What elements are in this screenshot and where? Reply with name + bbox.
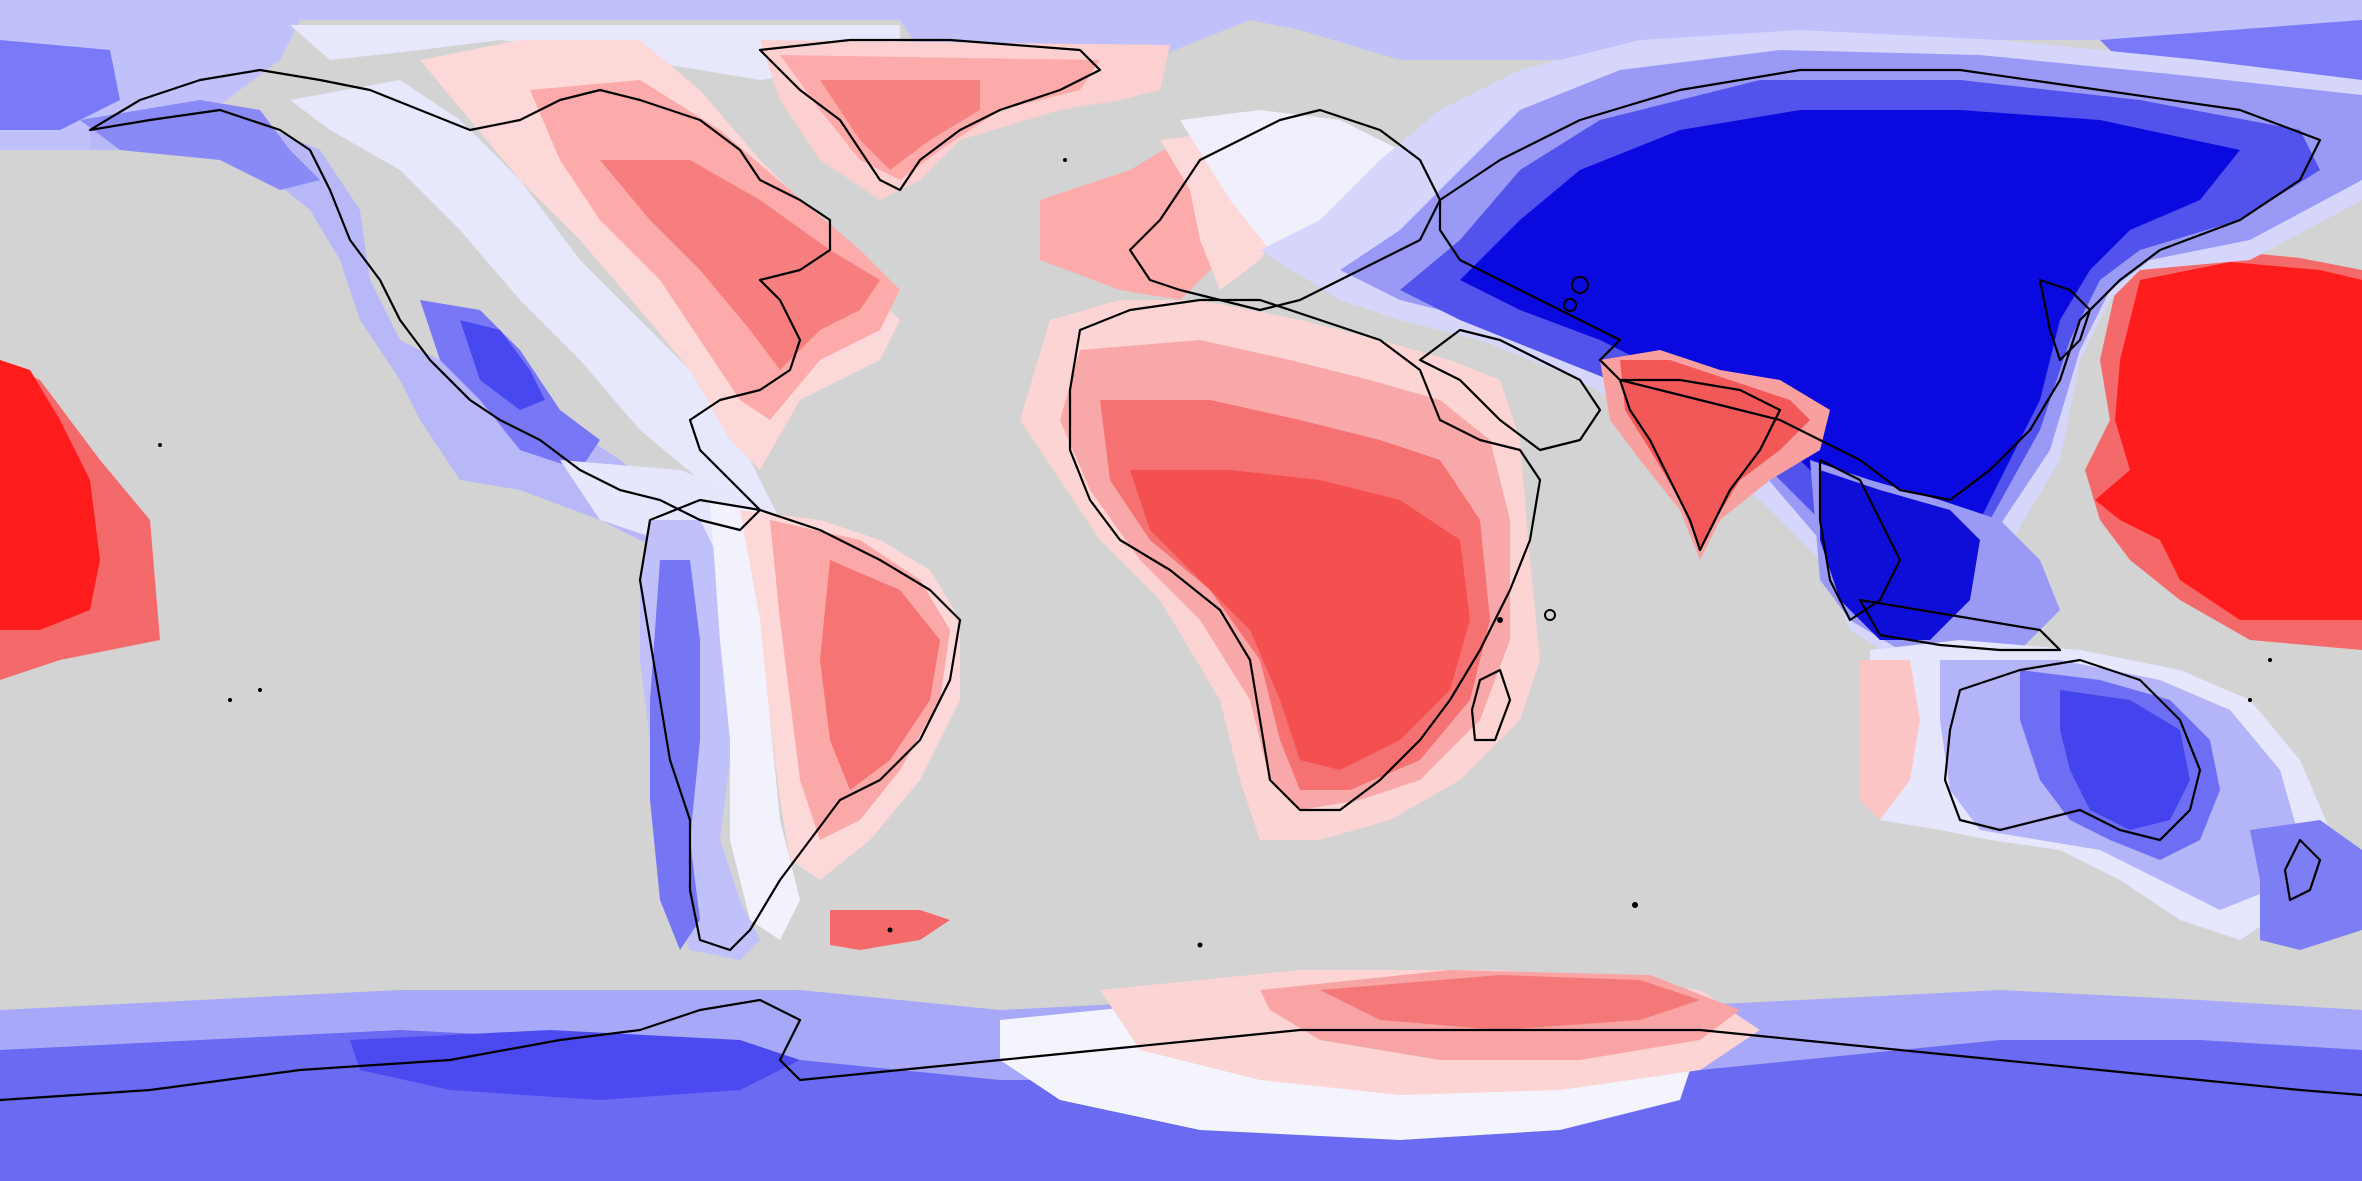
island-dot: [1497, 617, 1503, 623]
island-dot: [228, 698, 232, 702]
east-pacific-strong-red: [0, 360, 100, 630]
india-red: [1620, 360, 1810, 550]
island-dot: [1632, 902, 1638, 908]
coastline-madagascar: [1470, 668, 1512, 742]
arctic-band-medium-blue: [0, 40, 120, 130]
coastline-eurasia: [1438, 68, 2322, 502]
africa-red: [1130, 470, 1470, 770]
southeast-asia-field: [1810, 460, 2060, 660]
coastline-indonesia: [1858, 598, 2062, 652]
coastline-arabia: [1418, 328, 1602, 452]
na-west-blue: [460, 320, 545, 410]
east-pacific-anomaly: [0, 360, 160, 680]
antarctica-west-blue: [350, 1030, 800, 1100]
india-field: [1600, 350, 1830, 560]
coastline-north-america: [88, 68, 832, 532]
australia-field: [1860, 640, 2362, 950]
island-dot: [1563, 298, 1577, 312]
coastline-details: [158, 158, 2272, 948]
na-east-medium-red: [600, 160, 880, 370]
nz-blue: [2250, 820, 2362, 950]
island-dot: [887, 927, 893, 933]
coastline-antarctica: [0, 998, 2362, 1102]
antarctica-field: [0, 970, 2362, 1181]
island-dot: [1197, 942, 1203, 948]
coastline-southeast-asia: [1818, 458, 1902, 622]
greenland-medium-red: [820, 80, 980, 170]
island-dot: [1544, 609, 1556, 621]
na-west-light-blue: [90, 120, 770, 560]
aus-blue: [2060, 690, 2190, 830]
coastlines: [0, 38, 2362, 1102]
coastline-japan: [2038, 278, 2092, 362]
coastline-india: [1618, 378, 1782, 552]
eurasia-field: [1260, 30, 2362, 660]
na-pale-blue-belt: [290, 80, 780, 530]
coastline-new-zealand: [2283, 838, 2322, 902]
antarctica-east-medium-red: [1320, 975, 1700, 1030]
island-dot: [1571, 276, 1589, 294]
island-dot: [2248, 698, 2252, 702]
west-pacific-strong-red: [2095, 262, 2362, 620]
sa-east-medium-red: [820, 560, 940, 790]
coastline-south-america: [638, 498, 962, 952]
sea-strong-blue: [1820, 470, 1980, 640]
sa-west-medium-blue: [650, 560, 700, 950]
africa-field: [1020, 300, 1540, 840]
coastline-africa: [1068, 298, 1542, 812]
south-america-field: [640, 500, 960, 960]
island-dot: [2268, 658, 2272, 662]
indian-ocean-red-patch: [1860, 660, 1920, 820]
west-pacific-anomaly: [2085, 250, 2362, 650]
coastline-australia: [1943, 658, 2202, 842]
eurasia-strong-blue: [1460, 110, 2240, 600]
sa-pale-belt: [710, 500, 800, 940]
coastline-greenland: [758, 38, 1102, 192]
island-dot: [258, 688, 262, 692]
island-dot: [1063, 158, 1067, 162]
island-dot: [158, 443, 162, 447]
